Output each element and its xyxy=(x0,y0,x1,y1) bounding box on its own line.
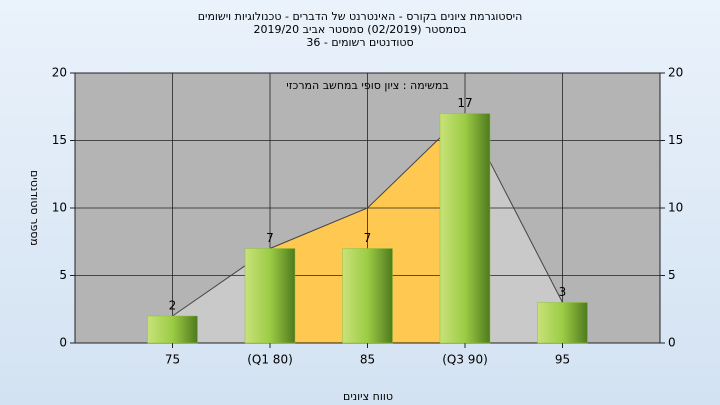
bar xyxy=(147,315,198,344)
bar xyxy=(439,113,491,344)
x-tick-label: (Q3 90) xyxy=(442,353,488,367)
x-tick-label: 95 xyxy=(555,353,570,367)
chart-title: היסטוגרמת ציונים בקורס - האינטרנט של הדב… xyxy=(198,10,523,23)
bar xyxy=(244,248,296,344)
x-axis-label: טווח ציונים xyxy=(343,390,393,403)
trend-line xyxy=(172,112,563,317)
y2-tick-label: 5 xyxy=(668,268,676,282)
chart-title: בסמסטר (02/2019) סמסטר אביב 2019/20 xyxy=(253,23,466,36)
y2-tick-label: 15 xyxy=(668,133,683,147)
y2-tick-label: 20 xyxy=(668,66,683,80)
y2-tick-label: 10 xyxy=(668,201,683,215)
y-axis-label: מספר סטודנטים xyxy=(28,170,41,246)
bar xyxy=(342,248,393,344)
chart-title: סטודנטים רשומים - 36 xyxy=(306,36,413,49)
y-tick-label: 15 xyxy=(52,133,67,147)
y-tick-label: 20 xyxy=(52,66,67,80)
y-tick-label: 10 xyxy=(52,201,67,215)
subtitle: במשימה : ציון סופי במחשב המרכזי xyxy=(286,79,449,92)
value-label: 2 xyxy=(169,299,177,313)
value-label: 17 xyxy=(457,96,472,110)
x-tick-label: 85 xyxy=(360,353,375,367)
x-tick-label: (Q1 80) xyxy=(247,353,293,367)
x-tick-label: 75 xyxy=(165,353,180,367)
y2-tick-label: 0 xyxy=(668,336,676,350)
value-label: 3 xyxy=(559,285,567,299)
value-label: 7 xyxy=(266,231,274,245)
y-tick-label: 0 xyxy=(59,336,67,350)
y-tick-label: 5 xyxy=(59,268,67,282)
bar xyxy=(537,302,588,344)
value-label: 7 xyxy=(364,231,372,245)
